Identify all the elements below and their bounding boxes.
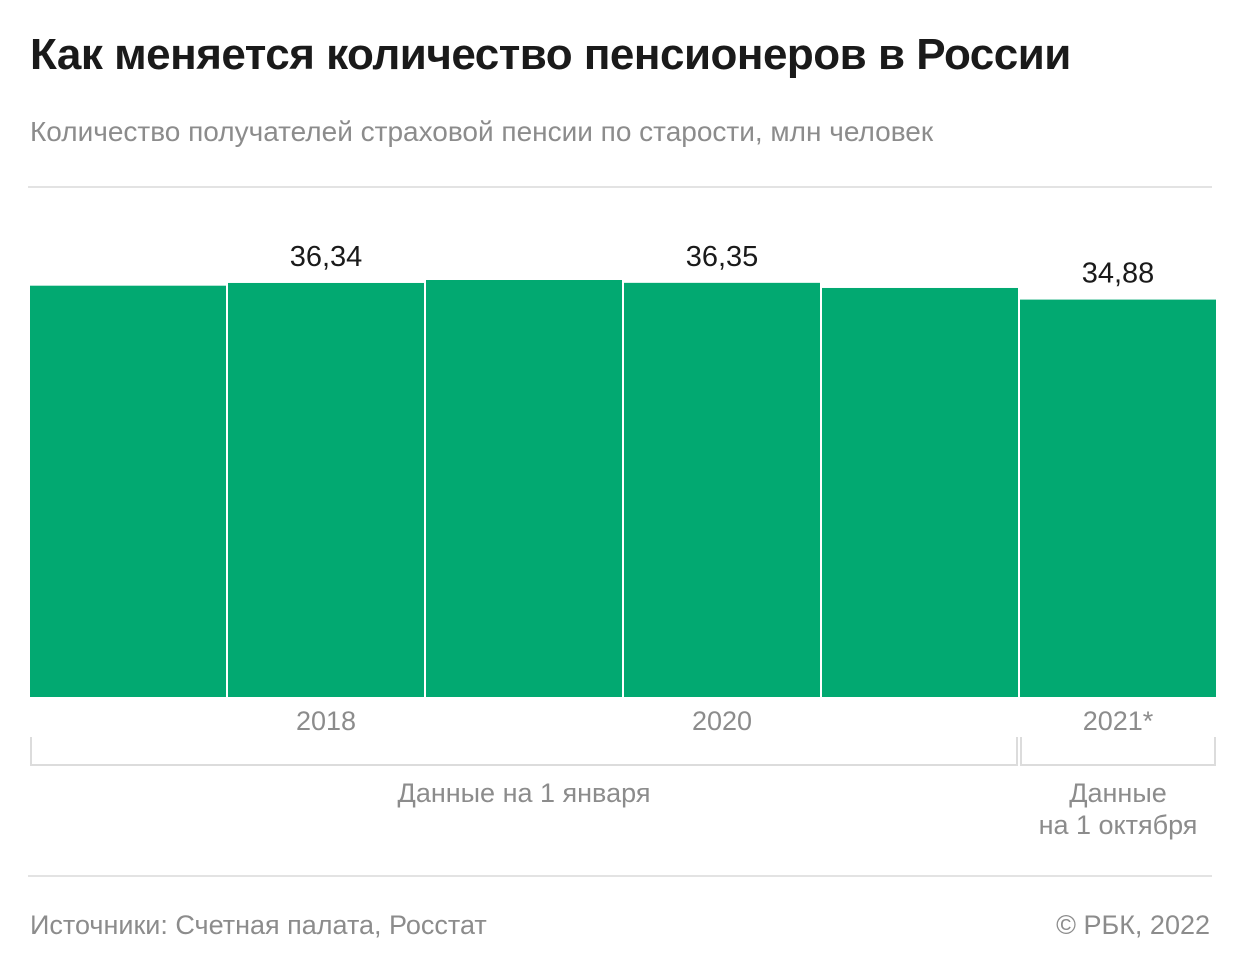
- bar: [822, 287, 1018, 697]
- bar: [1020, 299, 1216, 697]
- group-bracket: [1020, 737, 1216, 766]
- bar: [228, 282, 424, 697]
- top-divider: [28, 186, 1212, 188]
- data-label: 36,34: [290, 241, 363, 273]
- group-label: Данные на 1 января: [398, 778, 651, 808]
- x-tick-label: 2021*: [1083, 706, 1154, 736]
- x-tick-label: 2018: [296, 706, 356, 736]
- chart-subtitle: Количество получателей страховой пенсии …: [30, 116, 934, 147]
- copyright: © РБК, 2022: [1056, 910, 1210, 940]
- bar-chart: 36,34 2018 36,35 2020 34,88 2021* Данные на 1 …: [30, 241, 1216, 840]
- chart-title: Как меняется количество пенсионеров в Ро…: [30, 30, 1071, 79]
- bar: [624, 282, 820, 697]
- bottom-divider: [28, 875, 1212, 877]
- x-tick-label: 2020: [692, 706, 752, 736]
- group-bracket: [30, 737, 1018, 766]
- bar: [426, 280, 622, 697]
- source-note: Источники: Счетная палата, Росстат: [30, 910, 487, 940]
- group-label: Данные: [1069, 778, 1167, 808]
- group-label: на 1 октября: [1039, 810, 1198, 840]
- bar: [30, 285, 226, 697]
- data-label: 34,88: [1082, 258, 1155, 290]
- data-label: 36,35: [686, 241, 759, 273]
